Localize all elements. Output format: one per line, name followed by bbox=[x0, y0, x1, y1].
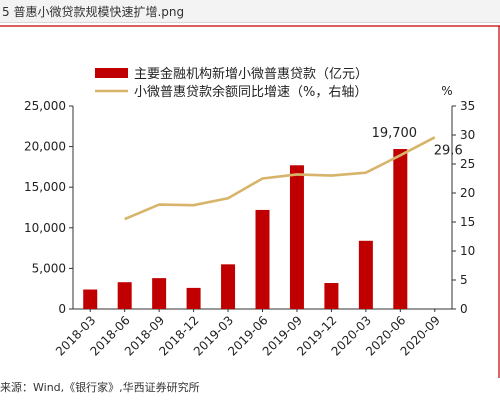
right-tick-label: 35 bbox=[460, 99, 475, 113]
bar bbox=[83, 289, 98, 309]
bar bbox=[324, 283, 339, 309]
left-tick-label: 20,000 bbox=[24, 140, 66, 154]
bar bbox=[117, 282, 132, 309]
annotation-bar-max: 19,700 bbox=[372, 126, 418, 141]
image-title: 5 普惠小微贷款规模快速扩增.png bbox=[2, 5, 185, 19]
right-tick-label: 15 bbox=[460, 215, 475, 229]
left-tick-label: 5,000 bbox=[32, 261, 66, 275]
growth-line bbox=[124, 136, 436, 221]
bar bbox=[186, 287, 201, 309]
right-tick-label: 20 bbox=[460, 186, 475, 200]
bar bbox=[289, 165, 304, 309]
annotation-line-last: 29.6 bbox=[434, 143, 463, 158]
right-tick-label: 0 bbox=[460, 302, 468, 316]
bar bbox=[152, 278, 167, 309]
left-tick-label: 25,000 bbox=[24, 99, 66, 113]
left-tick-label: 15,000 bbox=[24, 180, 66, 194]
bar bbox=[255, 209, 270, 309]
bar bbox=[221, 264, 236, 309]
left-tick-label: 10,000 bbox=[24, 221, 66, 235]
chart: 0 5,000 10,000 15,000 20,000 25,000 0 5 10 15 20 25… bbox=[0, 25, 500, 378]
legend-bar-label: 主要金融机构新增小微普惠贷款（亿元） bbox=[134, 66, 368, 82]
title-bar: 5 普惠小微贷款规模快速扩增.png bbox=[0, 0, 500, 23]
source-note: 来源：Wind,《银行家》,华西证券研究所 bbox=[0, 381, 200, 394]
right-axis-unit: % bbox=[441, 84, 452, 98]
legend-line-label: 小微普惠贷款余额同比增速（%，右轴） bbox=[134, 84, 367, 100]
left-tick-label: 0 bbox=[58, 302, 66, 316]
right-tick-label: 25 bbox=[460, 157, 475, 171]
bar bbox=[358, 240, 373, 309]
right-tick-label: 5 bbox=[460, 273, 468, 287]
right-tick-label: 30 bbox=[460, 128, 475, 142]
bar bbox=[393, 149, 408, 309]
right-tick-label: 10 bbox=[460, 244, 475, 258]
legend-bar-swatch bbox=[95, 68, 128, 78]
